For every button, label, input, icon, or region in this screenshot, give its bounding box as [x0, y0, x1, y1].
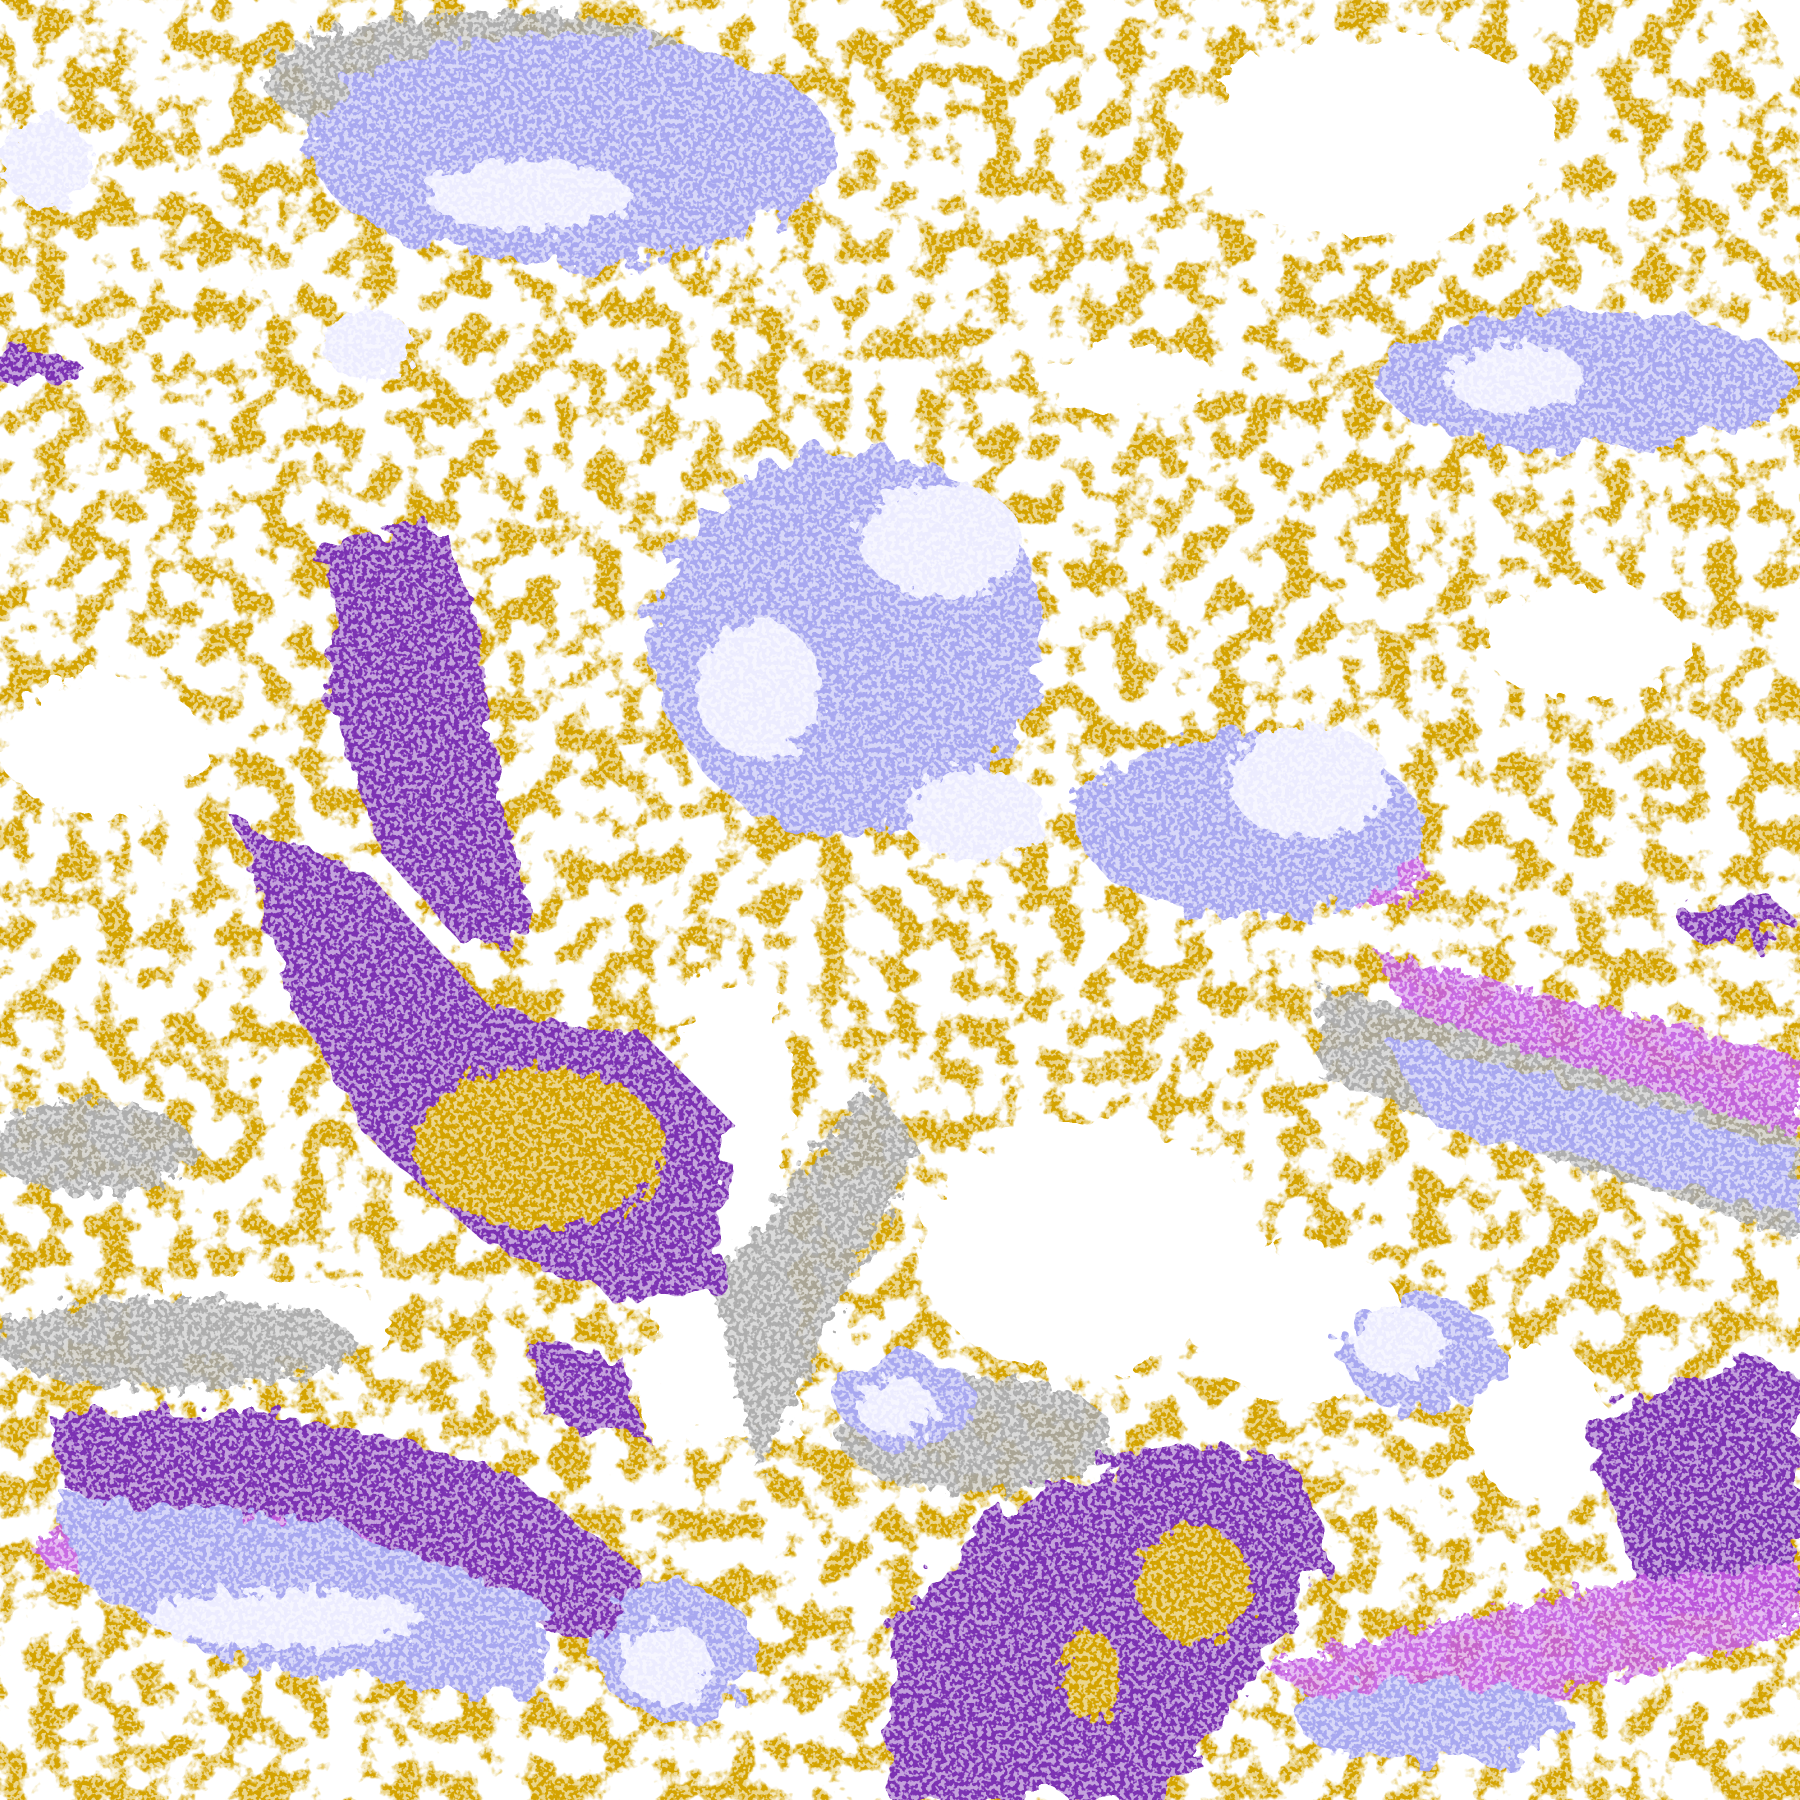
- no-data-corner: [1750, 0, 1800, 69]
